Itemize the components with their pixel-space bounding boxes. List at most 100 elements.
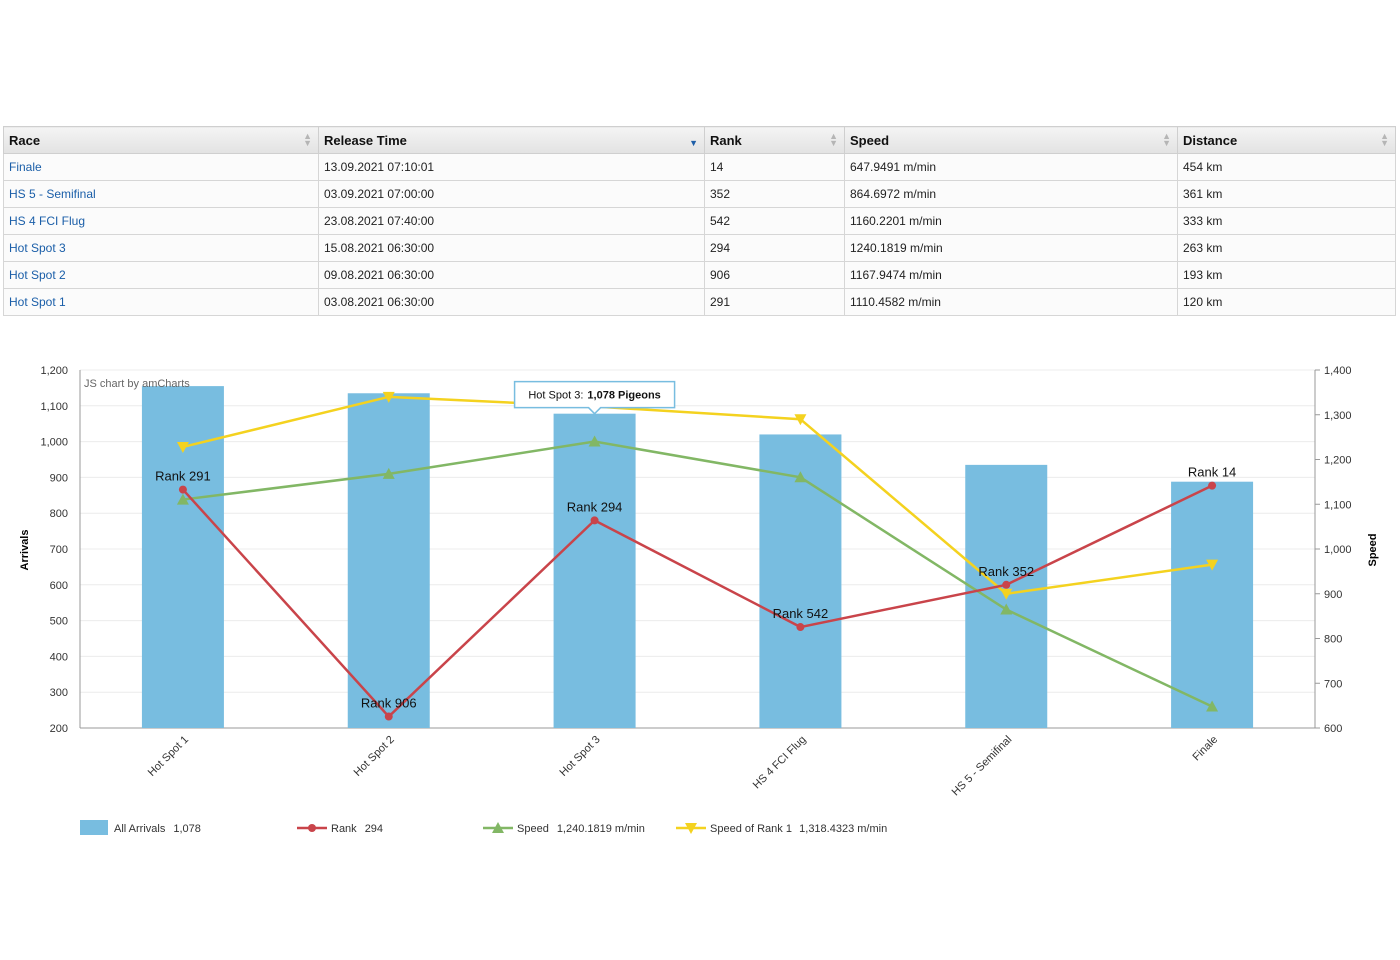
rank-data-label: Rank 352 (978, 564, 1034, 579)
cell-race[interactable]: Hot Spot 3 (3, 234, 319, 262)
column-header-speed[interactable]: Speed ▲ ▼ (844, 126, 1178, 154)
y-axis-tick-label: 800 (50, 508, 68, 520)
legend-label[interactable]: Speed (517, 823, 549, 835)
cell-release-time: 15.08.2021 06:30:00 (318, 234, 705, 262)
cell-speed: 864.6972 m/min (844, 180, 1178, 208)
y2-axis-tick-label: 800 (1324, 634, 1342, 646)
x-axis-tick-label: Hot Spot 3 (557, 734, 602, 779)
bar-all-arrivals (347, 393, 430, 728)
race-link[interactable]: Hot Spot 1 (9, 295, 66, 309)
sort-both-icon: ▲ ▼ (303, 131, 312, 148)
race-link[interactable]: Hot Spot 3 (9, 241, 66, 255)
marker-rank (384, 712, 393, 721)
marker-speed (176, 493, 189, 505)
legend-item: All Arrivals 1,078 (114, 823, 201, 835)
cell-race[interactable]: Hot Spot 1 (3, 288, 319, 316)
cell-speed: 1167.9474 m/min (844, 261, 1178, 289)
x-axis-tick-label: HS 4 FCI Flug (751, 734, 809, 792)
marker-rank (1002, 580, 1011, 589)
cell-release-time: 13.09.2021 07:10:01 (318, 153, 705, 181)
table-header-row: Race ▲ ▼ Release Time ▼ Rank ▲ ▼ Speed ▲ ▼ Dist… (3, 126, 1396, 154)
marker-rank (590, 516, 599, 525)
y2-axis-title: Speed (1367, 533, 1379, 566)
legend-label[interactable]: Rank (331, 823, 357, 835)
cell-rank: 291 (704, 288, 845, 316)
cell-speed: 647.9491 m/min (844, 153, 1178, 181)
marker-speed (588, 435, 601, 447)
marker-speed-rank-1 (794, 414, 807, 426)
line-rank (181, 484, 1213, 719)
cell-rank: 542 (704, 207, 845, 235)
y-axis-tick-label: 500 (50, 616, 68, 628)
tooltip-value: 1,078 Pigeons (587, 390, 660, 402)
y2-axis-tick-label: 1,100 (1324, 499, 1352, 511)
cell-rank: 294 (704, 234, 845, 262)
legend-swatch-marker (308, 824, 316, 832)
cell-race[interactable]: HS 5 - Semifinal (3, 180, 319, 208)
marker-rank (796, 623, 805, 632)
legend-value: 1,318.4323 m/min (799, 823, 887, 835)
legend-label[interactable]: All Arrivals (114, 823, 166, 835)
table-row[interactable]: Finale 13.09.2021 07:10:01 14 647.9491 m/mi… (3, 153, 1396, 181)
cell-distance: 263 km (1177, 234, 1396, 262)
bar-all-arrivals (553, 413, 636, 728)
column-header-distance[interactable]: Distance ▲ ▼ (1177, 126, 1396, 154)
cell-speed: 1240.1819 m/min (844, 234, 1178, 262)
cell-rank: 352 (704, 180, 845, 208)
legend-item: Speed 1,240.1819 m/min (517, 823, 645, 835)
rank-data-label: Rank 542 (773, 606, 829, 621)
cell-rank: 906 (704, 261, 845, 289)
cell-release-time: 03.08.2021 06:30:00 (318, 288, 705, 316)
race-link[interactable]: Hot Spot 2 (9, 268, 66, 282)
y-axis-tick-label: 200 (50, 723, 68, 735)
marker-speed-rank-1 (1000, 588, 1013, 600)
rank-data-label: Rank 291 (155, 469, 211, 484)
table-row[interactable]: HS 4 FCI Flug 23.08.2021 07:40:00 542 1160.… (3, 207, 1396, 235)
y-axis-tick-label: 300 (50, 687, 68, 699)
rank-data-label: Rank 294 (567, 499, 623, 514)
legend-swatch-all-arrivals (80, 820, 108, 835)
line-speed (182, 440, 1213, 708)
legend-swatch-marker (492, 822, 504, 833)
table-row[interactable]: HS 5 - Semifinal 03.09.2021 07:00:00 352 86… (3, 180, 1396, 208)
table-row[interactable]: Hot Spot 1 03.08.2021 06:30:00 291 1110.458… (3, 288, 1396, 316)
y2-axis-tick-label: 1,400 (1324, 365, 1352, 377)
legend-label[interactable]: Speed of Rank 1 (710, 823, 792, 835)
marker-speed (1000, 603, 1013, 615)
sort-both-icon: ▲ ▼ (829, 131, 838, 148)
legend-value: 294 (365, 823, 383, 835)
column-header-race[interactable]: Race ▲ ▼ (3, 126, 319, 154)
sort-descending-icon: ▼ (689, 138, 698, 148)
marker-speed-rank-1 (382, 391, 395, 403)
tooltip-category: Hot Spot 3: (528, 390, 583, 402)
bar-all-arrivals (1171, 481, 1254, 728)
legend-item: Rank 294 (331, 823, 383, 835)
marker-speed (382, 467, 395, 479)
column-header-release-time[interactable]: Release Time ▼ (318, 126, 705, 154)
race-link[interactable]: HS 4 FCI Flug (9, 214, 86, 228)
table-row[interactable]: Hot Spot 2 09.08.2021 06:30:00 906 1167.947… (3, 261, 1396, 289)
cell-race[interactable]: Hot Spot 2 (3, 261, 319, 289)
cell-race[interactable]: HS 4 FCI Flug (3, 207, 319, 235)
marker-rank (1208, 481, 1217, 490)
y2-axis-tick-label: 1,000 (1324, 544, 1352, 556)
legend-item: Speed of Rank 1 1,318.4323 m/min (710, 823, 887, 835)
bar-all-arrivals (759, 434, 842, 728)
cell-distance: 193 km (1177, 261, 1396, 289)
cell-race[interactable]: Finale (3, 153, 319, 181)
table-row[interactable]: Hot Spot 3 15.08.2021 06:30:00 294 1240.181… (3, 234, 1396, 262)
marker-rank (178, 485, 187, 494)
x-axis-tick-label: Hot Spot 1 (146, 734, 191, 779)
race-link[interactable]: Finale (9, 160, 42, 174)
race-link[interactable]: HS 5 - Semifinal (9, 187, 96, 201)
marker-speed (1206, 700, 1219, 712)
line-speed-rank-1 (182, 395, 1213, 596)
column-header-rank[interactable]: Rank ▲ ▼ (704, 126, 845, 154)
cell-release-time: 09.08.2021 06:30:00 (318, 261, 705, 289)
y-axis-tick-label: 700 (50, 544, 68, 556)
sort-both-icon: ▲ ▼ (1380, 131, 1389, 148)
cell-speed: 1160.2201 m/min (844, 207, 1178, 235)
cell-release-time: 23.08.2021 07:40:00 (318, 207, 705, 235)
cell-distance: 361 km (1177, 180, 1396, 208)
y-axis-tick-label: 1,100 (40, 401, 68, 413)
